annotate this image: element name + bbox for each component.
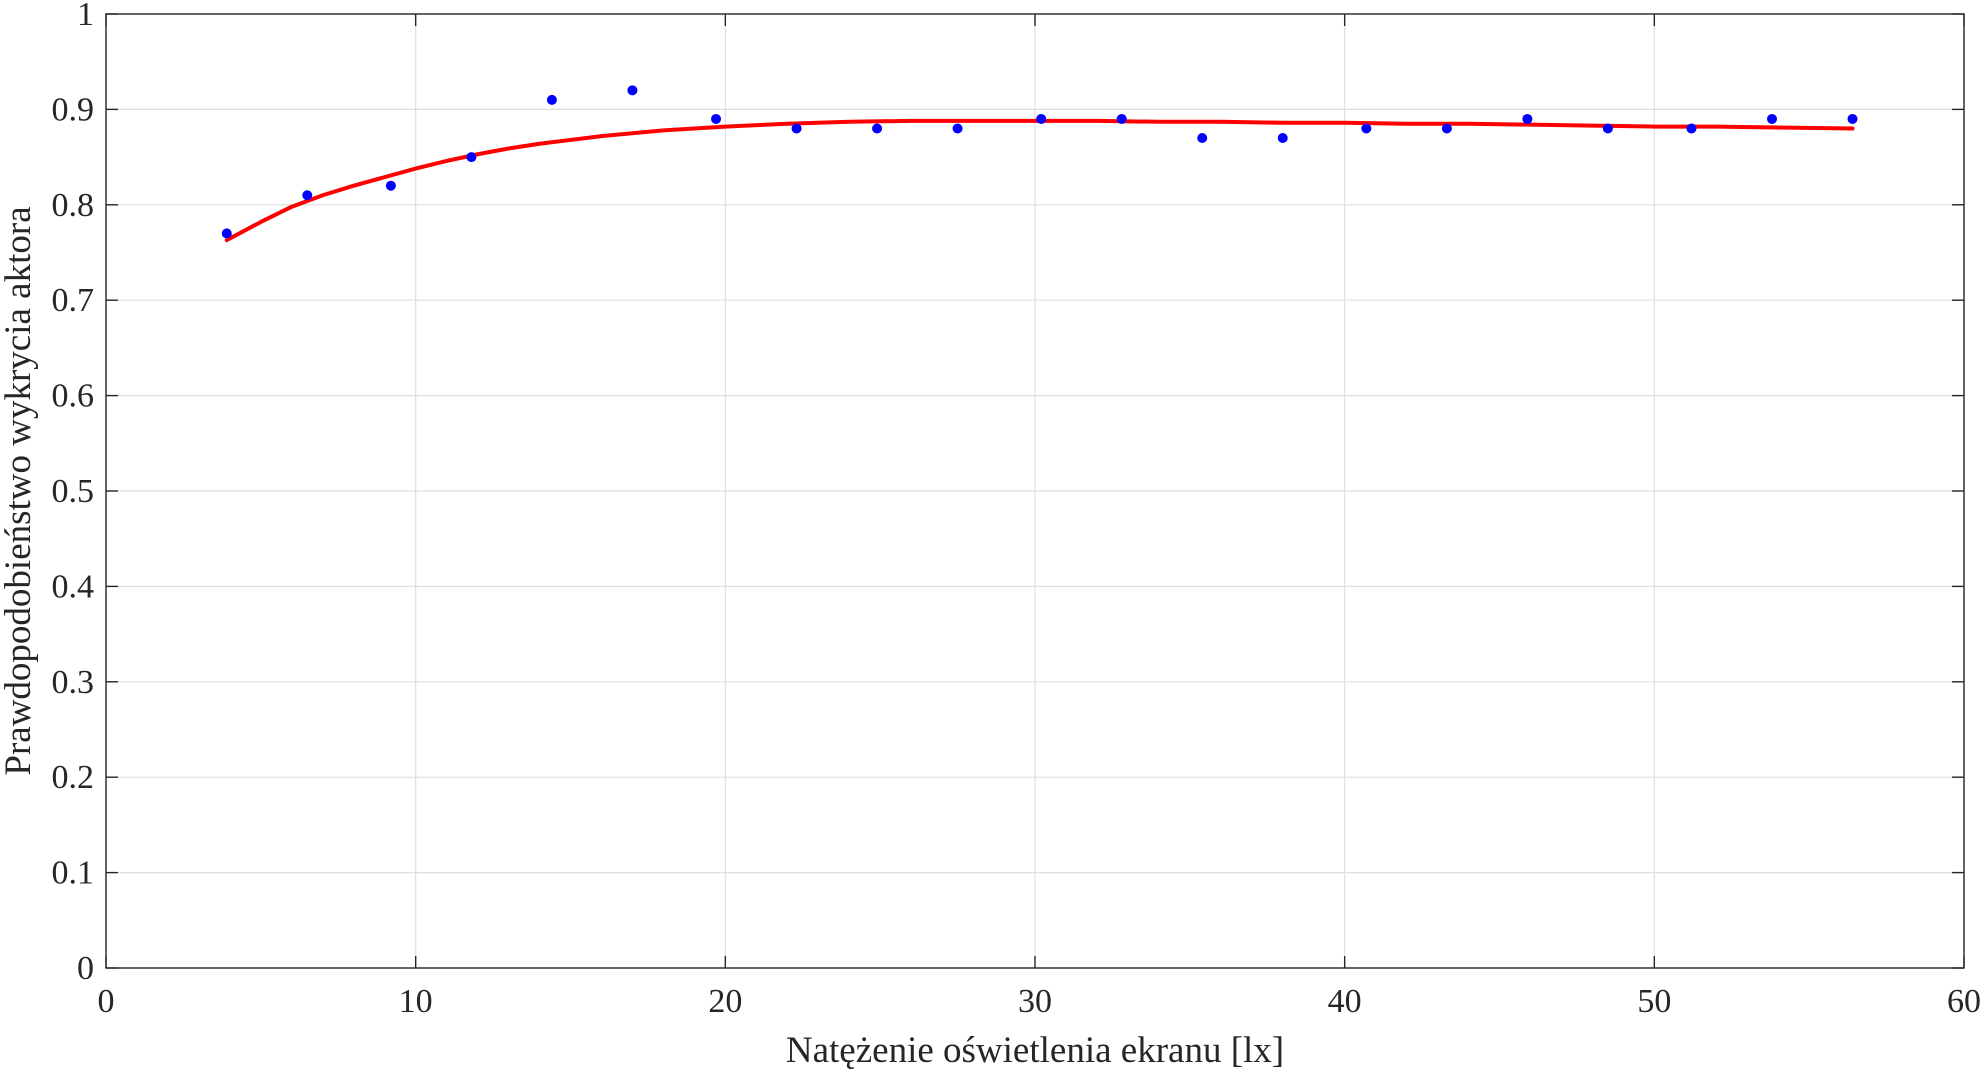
data-point (791, 123, 802, 134)
y-tick-label: 0.6 (52, 378, 95, 415)
data-point (711, 113, 722, 124)
data-point (1441, 123, 1452, 134)
x-tick-label: 40 (1328, 983, 1362, 1020)
y-tick-label: 0 (77, 950, 94, 987)
data-point (385, 180, 396, 191)
x-tick-label: 0 (98, 983, 115, 1020)
data-point (1361, 123, 1372, 134)
data-point (872, 123, 883, 134)
data-point (221, 228, 232, 239)
axes (105, 13, 1965, 969)
fit-curve (224, 118, 1855, 243)
x-axis-title: Natężenie oświetlenia ekranu [lx] (786, 1030, 1284, 1071)
y-axis-title: Prawdopodobieństwo wykrycia aktora (0, 206, 39, 775)
y-tick-label: 0.7 (52, 282, 95, 319)
data-point (1197, 133, 1208, 144)
x-tick-label: 50 (1637, 983, 1671, 1020)
data-point (1602, 123, 1613, 134)
y-tick-label: 0.8 (52, 187, 95, 224)
data-point (952, 123, 963, 134)
x-tick-label: 30 (1018, 983, 1052, 1020)
data-point (627, 85, 638, 96)
data-point (1277, 133, 1288, 144)
data-point (546, 94, 557, 105)
data-point (1767, 113, 1778, 124)
data-point (1686, 123, 1697, 134)
y-tick-label: 0.1 (52, 855, 95, 892)
tick-labels: 0 10 20 30 40 50 60 0 0.1 0.2 0.3 0.4 0.5 0.6 0.7 0.8 0.… (52, 0, 1982, 1020)
data-point (1522, 113, 1533, 124)
data-point (1847, 113, 1858, 124)
x-tick-label: 10 (399, 983, 433, 1020)
data-point (1036, 113, 1047, 124)
plot-series (221, 85, 1858, 243)
y-tick-label: 0.5 (52, 473, 95, 510)
y-tick-label: 0.9 (52, 91, 95, 128)
data-point (302, 190, 313, 201)
data-point (466, 152, 477, 163)
plot-frame (105, 13, 1965, 969)
y-tick-label: 0.2 (52, 759, 95, 796)
y-tick-label: 0.4 (52, 568, 95, 605)
x-tick-label: 20 (708, 983, 742, 1020)
y-tick-label: 1 (77, 0, 94, 33)
grid (105, 13, 1965, 969)
x-tick-label: 60 (1947, 983, 1981, 1020)
y-tick-label: 0.3 (52, 664, 95, 701)
data-point (1116, 113, 1127, 124)
